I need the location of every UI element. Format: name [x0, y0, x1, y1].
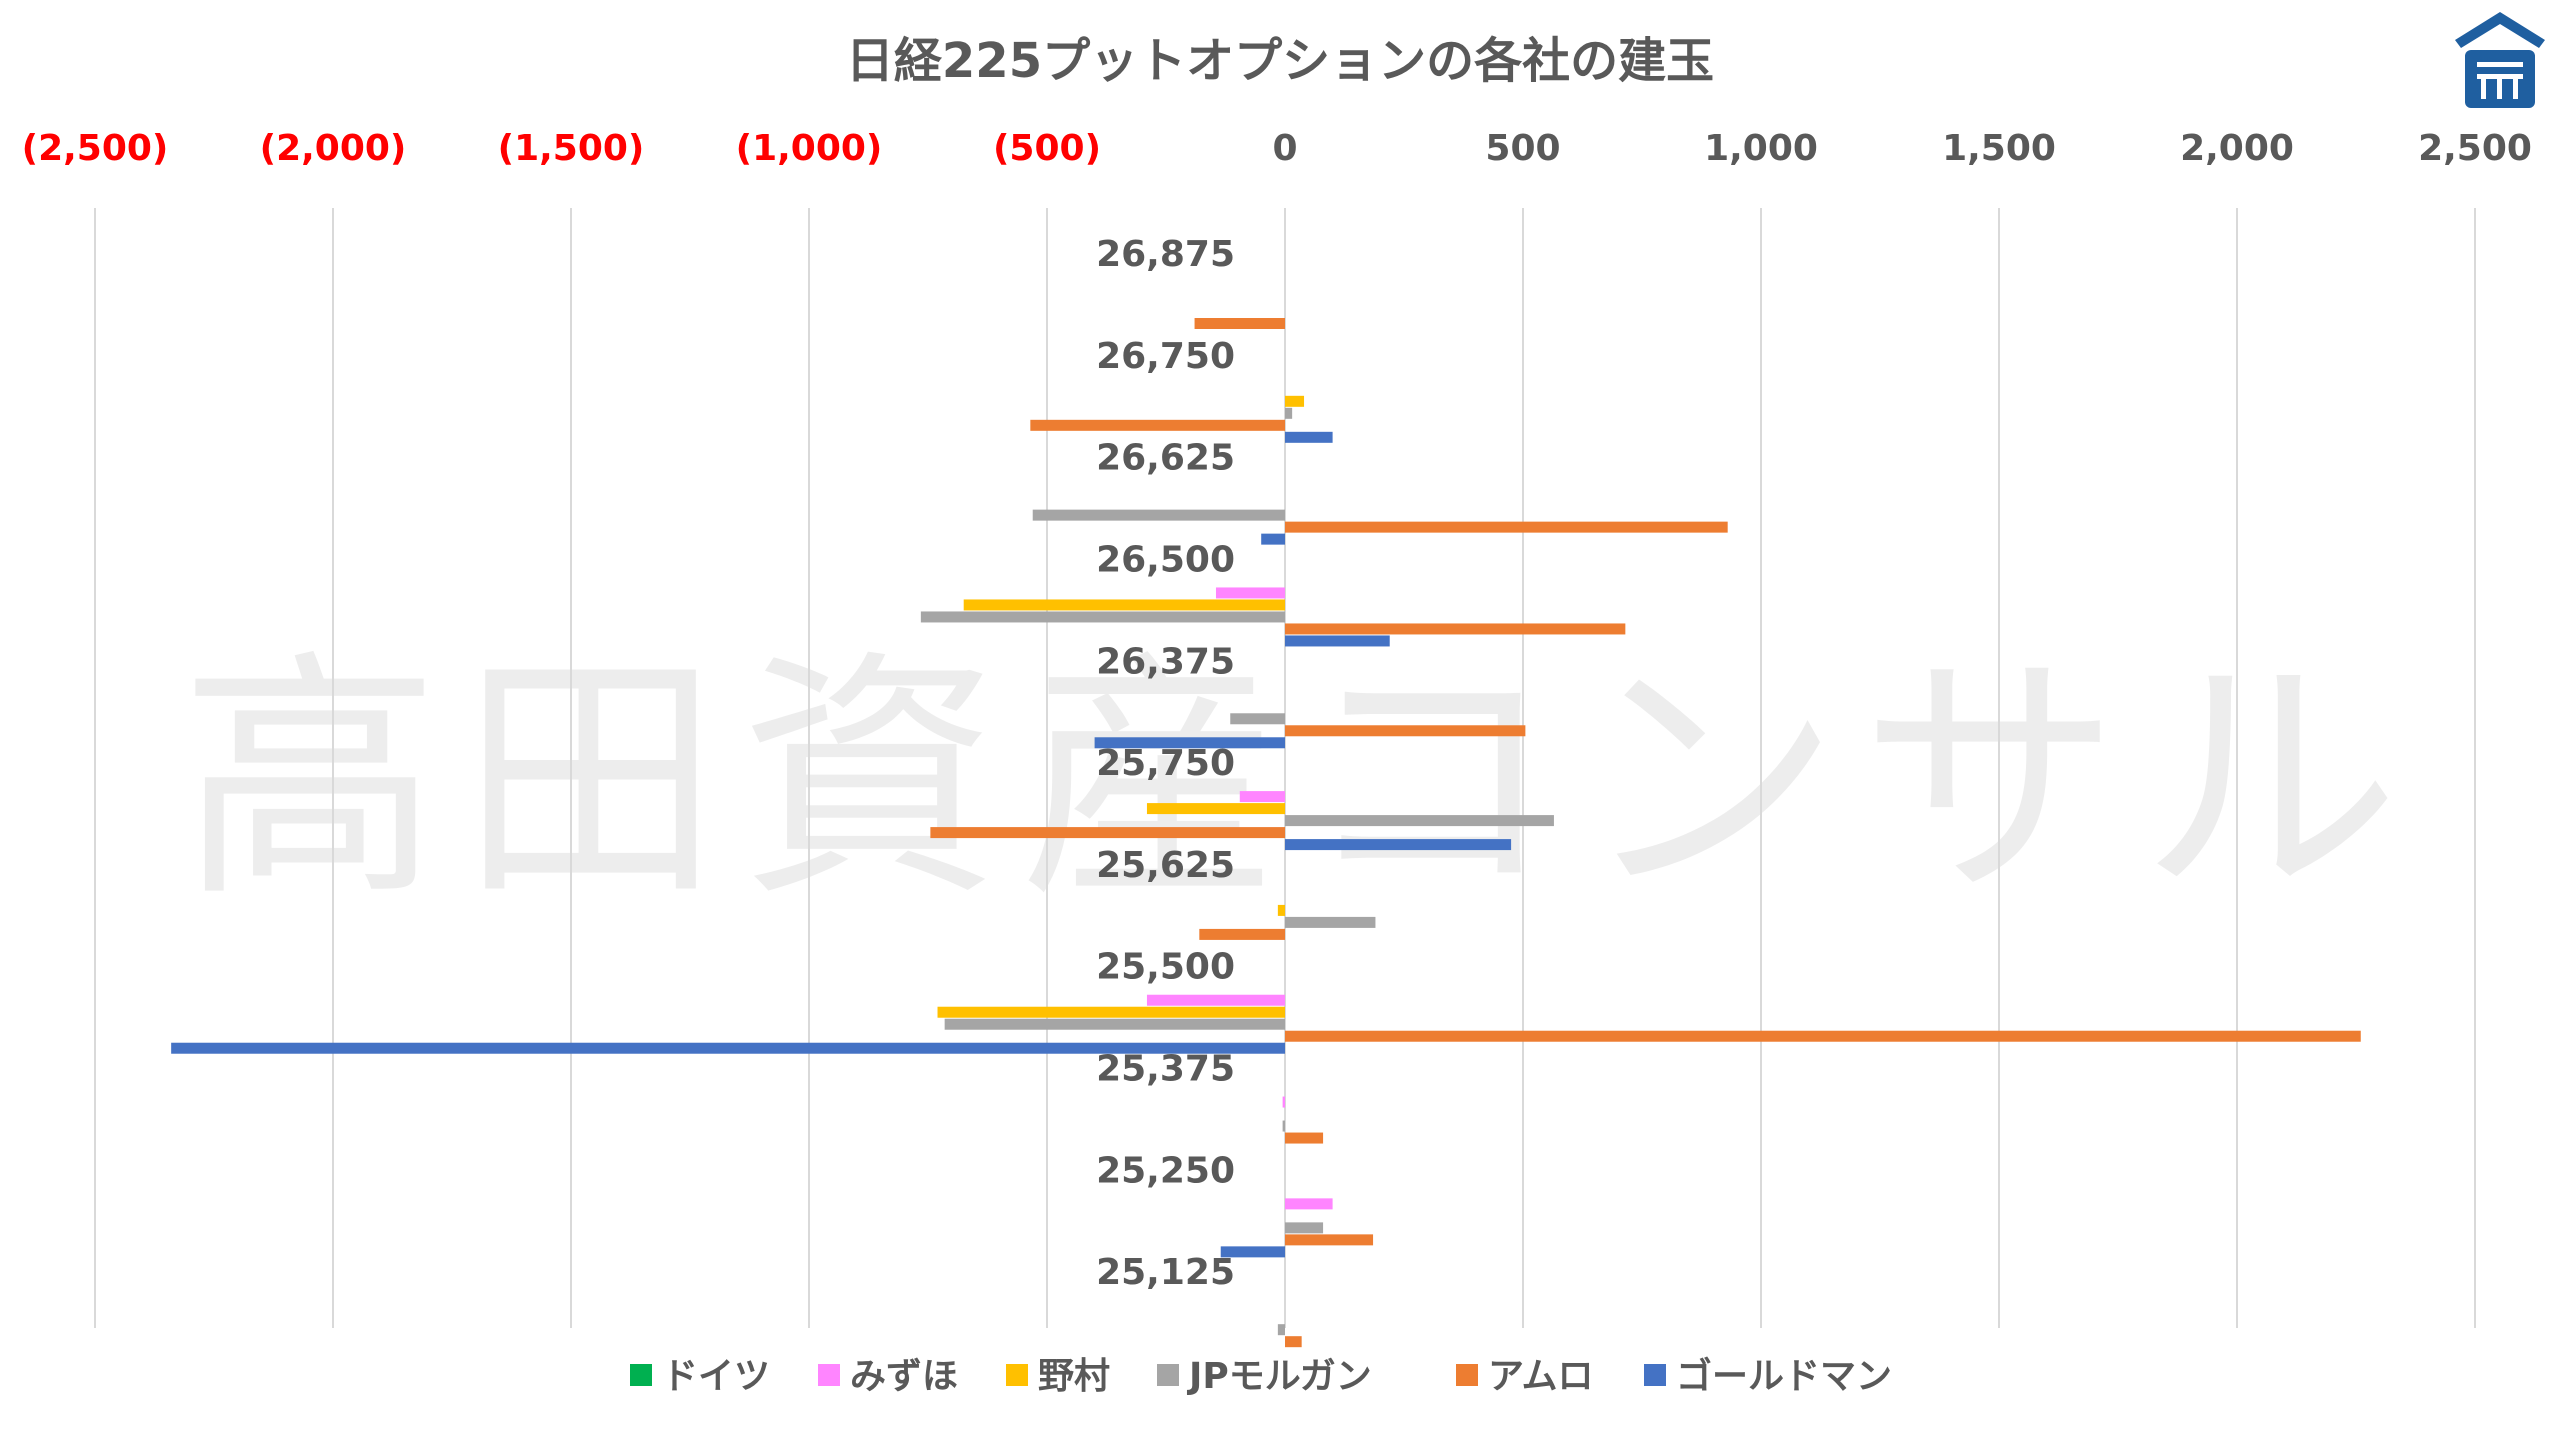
category-label: 25,500	[1096, 947, 1235, 988]
bar	[171, 1042, 1285, 1054]
legend-label: JPモルガン	[1186, 1356, 1372, 1397]
bar	[1285, 725, 1526, 737]
logo-icon	[2455, 12, 2545, 108]
bar	[1285, 839, 1512, 851]
x-tick-label: (500)	[993, 128, 1101, 169]
bar	[1277, 904, 1285, 916]
category-label: 26,375	[1096, 641, 1235, 682]
bar	[1094, 737, 1285, 749]
bar	[1285, 815, 1554, 827]
bar	[1285, 1336, 1302, 1348]
gridlines	[94, 208, 2476, 1328]
bar	[963, 599, 1285, 611]
x-tick-label: (2,500)	[22, 128, 169, 169]
x-tick-label: 0	[1272, 128, 1297, 169]
bar	[1285, 1030, 2361, 1042]
bar	[1285, 1198, 1333, 1210]
x-tick-label: 1,500	[1942, 128, 2056, 169]
category-label: 26,875	[1096, 234, 1235, 275]
bar	[1032, 509, 1285, 521]
legend-label: ドイツ	[662, 1356, 770, 1397]
bar	[1285, 635, 1390, 647]
bar	[1146, 803, 1285, 815]
x-tick-label: 1,000	[1704, 128, 1818, 169]
x-tick-label: 2,500	[2418, 128, 2532, 169]
bar	[1220, 1246, 1285, 1258]
x-tick-label: 500	[1485, 128, 1560, 169]
category-labels: 26,875 26,750 26,625 26,500 26,375 25,750 25,6…	[1096, 234, 1235, 1293]
bar	[920, 611, 1285, 623]
bar	[937, 1006, 1285, 1018]
legend-label: 野村	[1038, 1356, 1110, 1397]
bar	[1285, 1234, 1374, 1246]
watermark: 高田資産コンサル	[180, 630, 2420, 932]
x-axis-ticks: (2,500) (2,000) (1,500) (1,000) (500) 0 500 1,0…	[22, 128, 2532, 169]
category-label: 26,625	[1096, 438, 1235, 479]
category-label: 26,500	[1096, 539, 1235, 580]
legend-swatch	[1456, 1364, 1478, 1386]
bar	[1285, 1132, 1324, 1144]
x-tick-label: 2,000	[2180, 128, 2294, 169]
bar	[1285, 623, 1626, 635]
bar	[1215, 587, 1285, 599]
bar	[1261, 533, 1285, 545]
category-label: 25,375	[1096, 1049, 1235, 1090]
bar	[930, 827, 1285, 839]
legend-label: ゴールドマン	[1676, 1355, 1892, 1397]
legend: ドイツ みずほ 野村 JPモルガン アムロ ゴールドマン	[630, 1355, 1892, 1397]
legend-swatch	[1644, 1364, 1666, 1386]
legend-swatch	[818, 1364, 840, 1386]
bar	[1285, 407, 1293, 419]
bars	[171, 318, 2361, 1348]
bar	[1146, 994, 1285, 1006]
bar	[1030, 419, 1285, 431]
legend-label: みずほ	[850, 1356, 958, 1397]
category-label: 25,125	[1096, 1252, 1235, 1293]
bar	[1285, 395, 1305, 407]
bar	[1230, 713, 1285, 725]
x-tick-label: (1,000)	[736, 128, 883, 169]
x-tick-label: (1,500)	[498, 128, 645, 169]
x-tick-label: (2,000)	[260, 128, 407, 169]
bar	[1285, 431, 1333, 443]
legend-swatch	[1157, 1364, 1179, 1386]
bar	[1285, 1222, 1324, 1234]
category-label: 25,750	[1096, 743, 1235, 784]
legend-label: アムロ	[1488, 1356, 1593, 1397]
bar	[1239, 791, 1285, 803]
category-label: 26,750	[1096, 336, 1235, 377]
chart-title: 日経225プットオプションの各社の建玉	[846, 33, 1714, 89]
category-label: 25,625	[1096, 845, 1235, 886]
legend-swatch	[1006, 1364, 1028, 1386]
bar	[1285, 521, 1728, 533]
category-label: 25,250	[1096, 1150, 1235, 1191]
bar	[1277, 1324, 1285, 1336]
bar	[944, 1018, 1285, 1030]
legend-swatch	[630, 1364, 652, 1386]
bar	[1199, 928, 1285, 940]
bar	[1194, 318, 1285, 329]
bar	[1282, 1120, 1285, 1132]
bar	[1285, 916, 1376, 928]
bar	[1282, 1096, 1285, 1108]
